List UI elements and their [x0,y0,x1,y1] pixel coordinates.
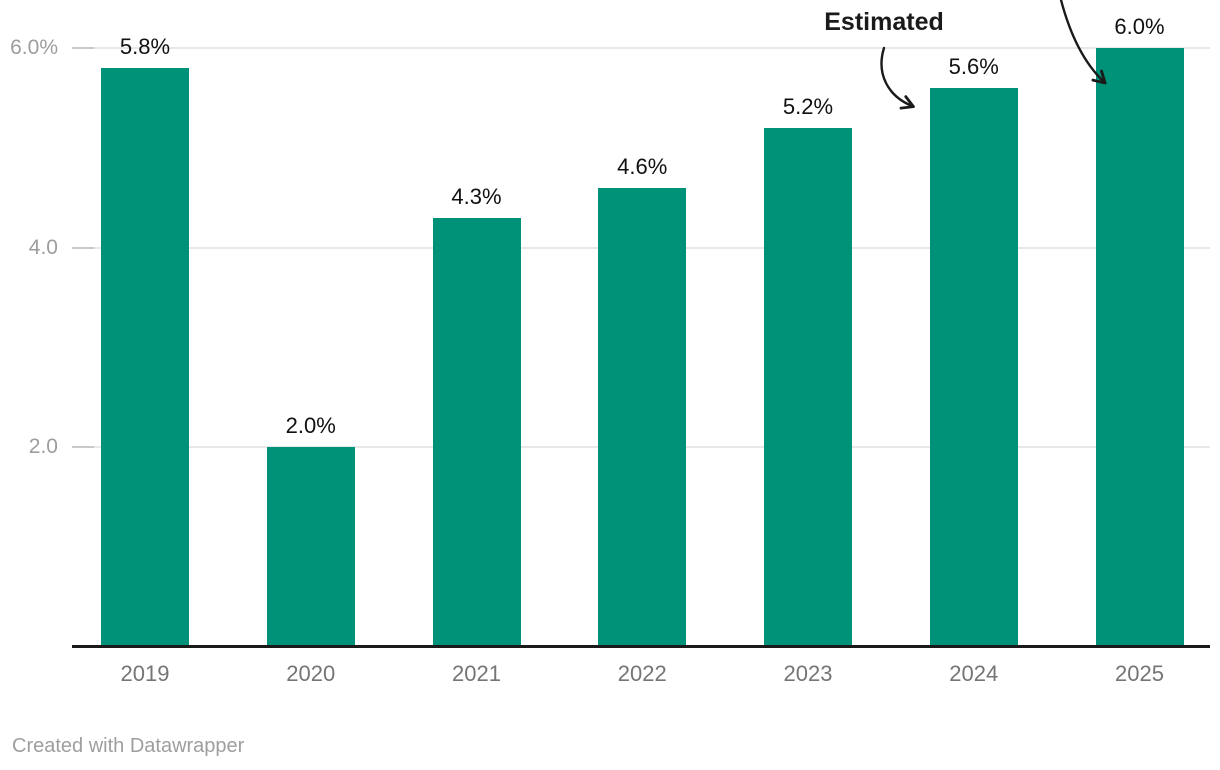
y-axis-tick [72,246,94,249]
bar-value-label: 5.2% [782,93,834,119]
datawrapper-credit: Created with Datawrapper [12,735,245,757]
x-axis-label: 2024 [949,661,999,686]
y-axis-tick [72,47,94,49]
x-axis-label: 2021 [452,661,501,686]
bar [266,447,355,646]
bar-value-label: 6.0% [1114,14,1165,39]
x-axis-label: 2022 [617,661,667,686]
x-axis-label: 2023 [783,661,833,686]
x-axis-label: 2025 [1115,661,1164,686]
x-axis-label: 2020 [286,661,336,686]
bar-value-label: 4.3% [451,183,502,209]
y-axis-tick-label: 6.0% [10,36,58,59]
y-gridline [72,47,1210,49]
y-axis-tick-label: 2.0 [28,435,58,459]
y-axis-tick-label: 4.0 [28,235,58,259]
bar-value-label: 5.8% [119,33,171,59]
bar-value-label: 5.6% [948,53,999,79]
bar-value-label: 4.6% [617,153,668,179]
bar-value-label: 2.0% [285,413,336,439]
bar [598,187,687,646]
x-axis-label: 2019 [120,661,170,686]
bar [432,217,521,646]
bar [101,67,189,646]
bar [764,127,852,646]
bar [1095,48,1184,646]
estimated-annotation-label: Estimated [824,8,944,36]
y-axis-tick [72,446,94,449]
estimated-arrow-2024 [880,46,915,110]
bar [929,87,1018,646]
x-axis-baseline [72,645,1210,648]
